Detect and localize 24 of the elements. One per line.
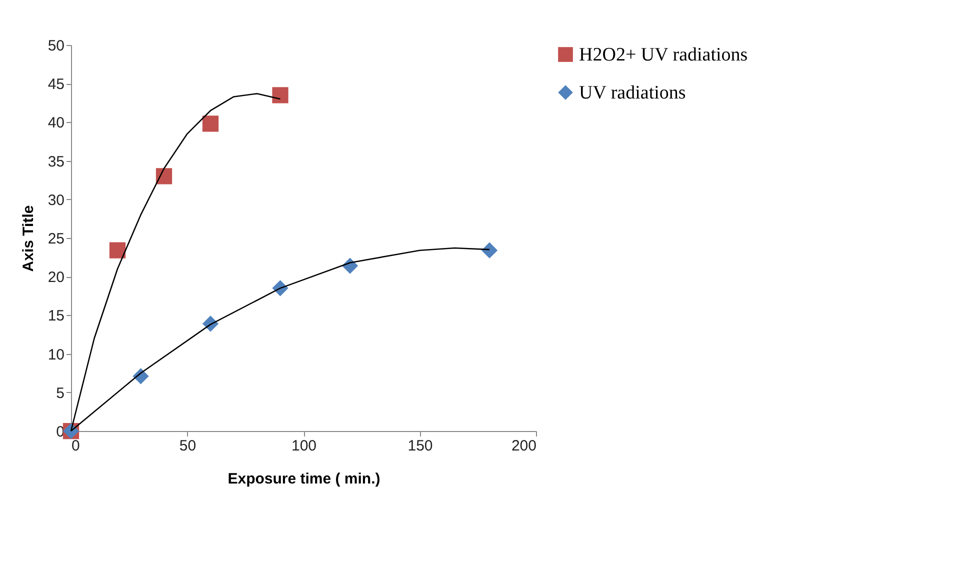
x-tick-label: 100 bbox=[291, 438, 317, 454]
legend-label: H2O2+ UV radiations bbox=[579, 44, 748, 66]
y-tick-label: 15 bbox=[48, 308, 64, 325]
x-tick-label: 200 bbox=[511, 438, 536, 454]
point bbox=[481, 242, 498, 258]
y-tick-label: 5 bbox=[56, 384, 64, 402]
x-tick-label: 150 bbox=[408, 438, 433, 454]
y-tick-label: 40 bbox=[48, 114, 64, 132]
y-tick-label: 10 bbox=[48, 346, 64, 364]
point bbox=[202, 116, 219, 132]
point bbox=[156, 168, 172, 184]
legend-label: UV radiations bbox=[579, 82, 686, 104]
y-tick-label: 30 bbox=[48, 192, 64, 209]
point bbox=[272, 87, 288, 104]
x-axis-title: Exposure time ( min.) bbox=[228, 470, 380, 488]
y-tick-label: 50 bbox=[48, 38, 64, 54]
x-tick-label: 50 bbox=[179, 438, 196, 454]
point bbox=[109, 242, 126, 258]
y-axis-title: Axis Title bbox=[20, 205, 37, 272]
y-tick-label: 25 bbox=[48, 230, 64, 248]
y-tick-label: 35 bbox=[48, 153, 64, 170]
y-tick-label: 20 bbox=[48, 269, 64, 286]
x-tick-label: 0 bbox=[72, 438, 80, 454]
y-tick-label: 45 bbox=[48, 76, 64, 94]
